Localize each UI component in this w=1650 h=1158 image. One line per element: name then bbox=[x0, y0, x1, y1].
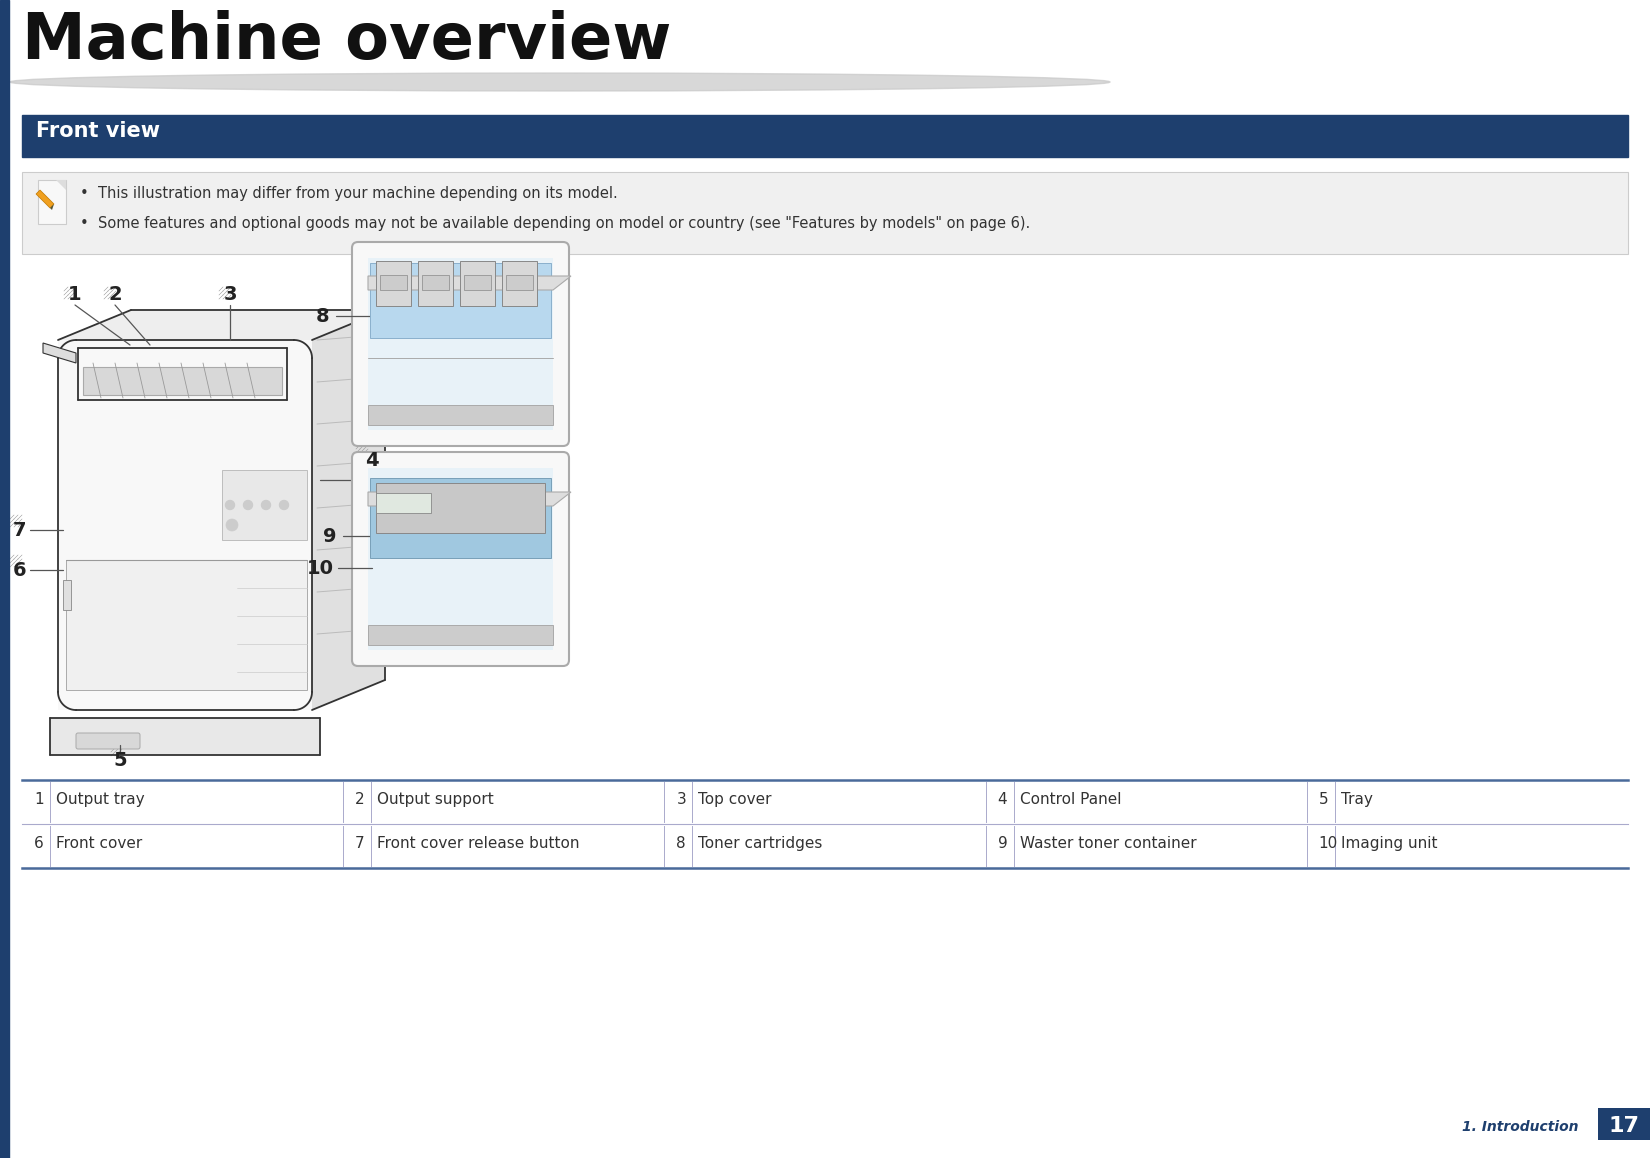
Text: 3: 3 bbox=[223, 286, 236, 305]
Text: 6: 6 bbox=[13, 560, 26, 579]
Text: 2: 2 bbox=[109, 286, 122, 305]
Polygon shape bbox=[58, 340, 312, 710]
Bar bbox=[507, 274, 533, 290]
Bar bbox=[368, 405, 553, 425]
Text: 2: 2 bbox=[355, 792, 365, 807]
Text: 10: 10 bbox=[1318, 836, 1338, 851]
Bar bbox=[370, 478, 551, 558]
Text: Front cover release button: Front cover release button bbox=[378, 836, 579, 851]
Text: 3: 3 bbox=[676, 792, 686, 807]
Polygon shape bbox=[58, 310, 384, 340]
Circle shape bbox=[244, 500, 252, 510]
Text: 9: 9 bbox=[323, 527, 337, 545]
Bar bbox=[223, 470, 307, 540]
Text: 6: 6 bbox=[35, 836, 45, 851]
Polygon shape bbox=[56, 179, 66, 190]
Bar bbox=[380, 274, 408, 290]
Text: Imaging unit: Imaging unit bbox=[1341, 836, 1437, 851]
Bar bbox=[422, 274, 449, 290]
Bar bbox=[502, 261, 536, 306]
Text: 4: 4 bbox=[365, 450, 378, 469]
Circle shape bbox=[261, 500, 271, 510]
Bar bbox=[63, 580, 71, 610]
Bar bbox=[1597, 1108, 1650, 1139]
Bar bbox=[376, 493, 431, 513]
Circle shape bbox=[226, 500, 234, 510]
Text: 1. Introduction: 1. Introduction bbox=[1462, 1120, 1577, 1134]
Bar bbox=[376, 483, 544, 533]
Bar bbox=[464, 274, 492, 290]
Text: 8: 8 bbox=[676, 836, 686, 851]
FancyBboxPatch shape bbox=[76, 733, 140, 749]
Bar bbox=[82, 367, 282, 395]
Bar bbox=[50, 718, 320, 755]
Text: Tray: Tray bbox=[1341, 792, 1373, 807]
Text: 9: 9 bbox=[998, 836, 1008, 851]
Polygon shape bbox=[50, 204, 54, 210]
Text: Waster toner container: Waster toner container bbox=[1020, 836, 1196, 851]
Bar bbox=[21, 173, 1629, 254]
Text: 4: 4 bbox=[998, 792, 1006, 807]
Bar bbox=[370, 263, 551, 338]
Bar bbox=[21, 115, 1629, 157]
Text: Control Panel: Control Panel bbox=[1020, 792, 1120, 807]
Circle shape bbox=[279, 500, 289, 510]
Text: 10: 10 bbox=[307, 558, 333, 578]
Text: Front view: Front view bbox=[36, 120, 160, 141]
Bar bbox=[66, 560, 307, 690]
Text: Top cover: Top cover bbox=[698, 792, 772, 807]
Text: Machine overview: Machine overview bbox=[21, 10, 672, 72]
Text: Output support: Output support bbox=[378, 792, 493, 807]
Text: 17: 17 bbox=[1609, 1116, 1640, 1136]
Text: 1: 1 bbox=[68, 286, 82, 305]
Bar bbox=[368, 258, 553, 430]
FancyBboxPatch shape bbox=[351, 452, 569, 666]
Text: 8: 8 bbox=[317, 307, 330, 325]
Text: 7: 7 bbox=[13, 520, 26, 540]
Text: 1: 1 bbox=[35, 792, 43, 807]
Bar bbox=[0, 0, 8, 1158]
Text: 5: 5 bbox=[1318, 792, 1328, 807]
Bar bbox=[417, 261, 454, 306]
Ellipse shape bbox=[10, 73, 1110, 91]
Bar bbox=[368, 468, 553, 650]
Text: Toner cartridges: Toner cartridges bbox=[698, 836, 823, 851]
Text: •  Some features and optional goods may not be available depending on model or c: • Some features and optional goods may n… bbox=[79, 217, 1030, 230]
Text: •  This illustration may differ from your machine depending on its model.: • This illustration may differ from your… bbox=[79, 186, 617, 201]
Polygon shape bbox=[368, 492, 571, 506]
Text: 7: 7 bbox=[355, 836, 365, 851]
Polygon shape bbox=[312, 310, 384, 710]
Polygon shape bbox=[36, 190, 54, 208]
Bar bbox=[376, 261, 411, 306]
Text: Output tray: Output tray bbox=[56, 792, 145, 807]
Text: Front cover: Front cover bbox=[56, 836, 142, 851]
Polygon shape bbox=[368, 276, 571, 290]
Bar bbox=[368, 625, 553, 645]
Circle shape bbox=[226, 519, 238, 532]
Bar bbox=[38, 179, 66, 223]
Text: 5: 5 bbox=[114, 750, 127, 770]
Bar bbox=[460, 261, 495, 306]
Polygon shape bbox=[43, 343, 76, 362]
FancyBboxPatch shape bbox=[351, 242, 569, 446]
